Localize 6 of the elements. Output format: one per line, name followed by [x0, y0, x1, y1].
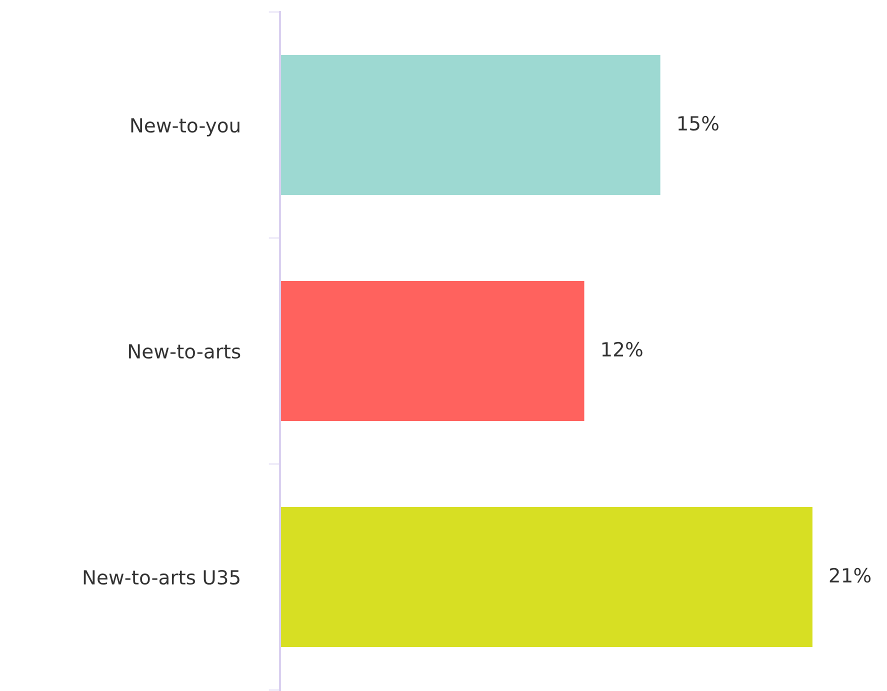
y-tick-label: New-to-arts — [129, 344, 240, 359]
data-label: 12% — [602, 342, 642, 357]
y-tick-label: New-to-arts U35 — [84, 570, 240, 585]
data-label: 21% — [830, 568, 871, 583]
y-tick-label: New-to-you — [131, 118, 240, 136]
data-label: 15% — [678, 116, 718, 131]
